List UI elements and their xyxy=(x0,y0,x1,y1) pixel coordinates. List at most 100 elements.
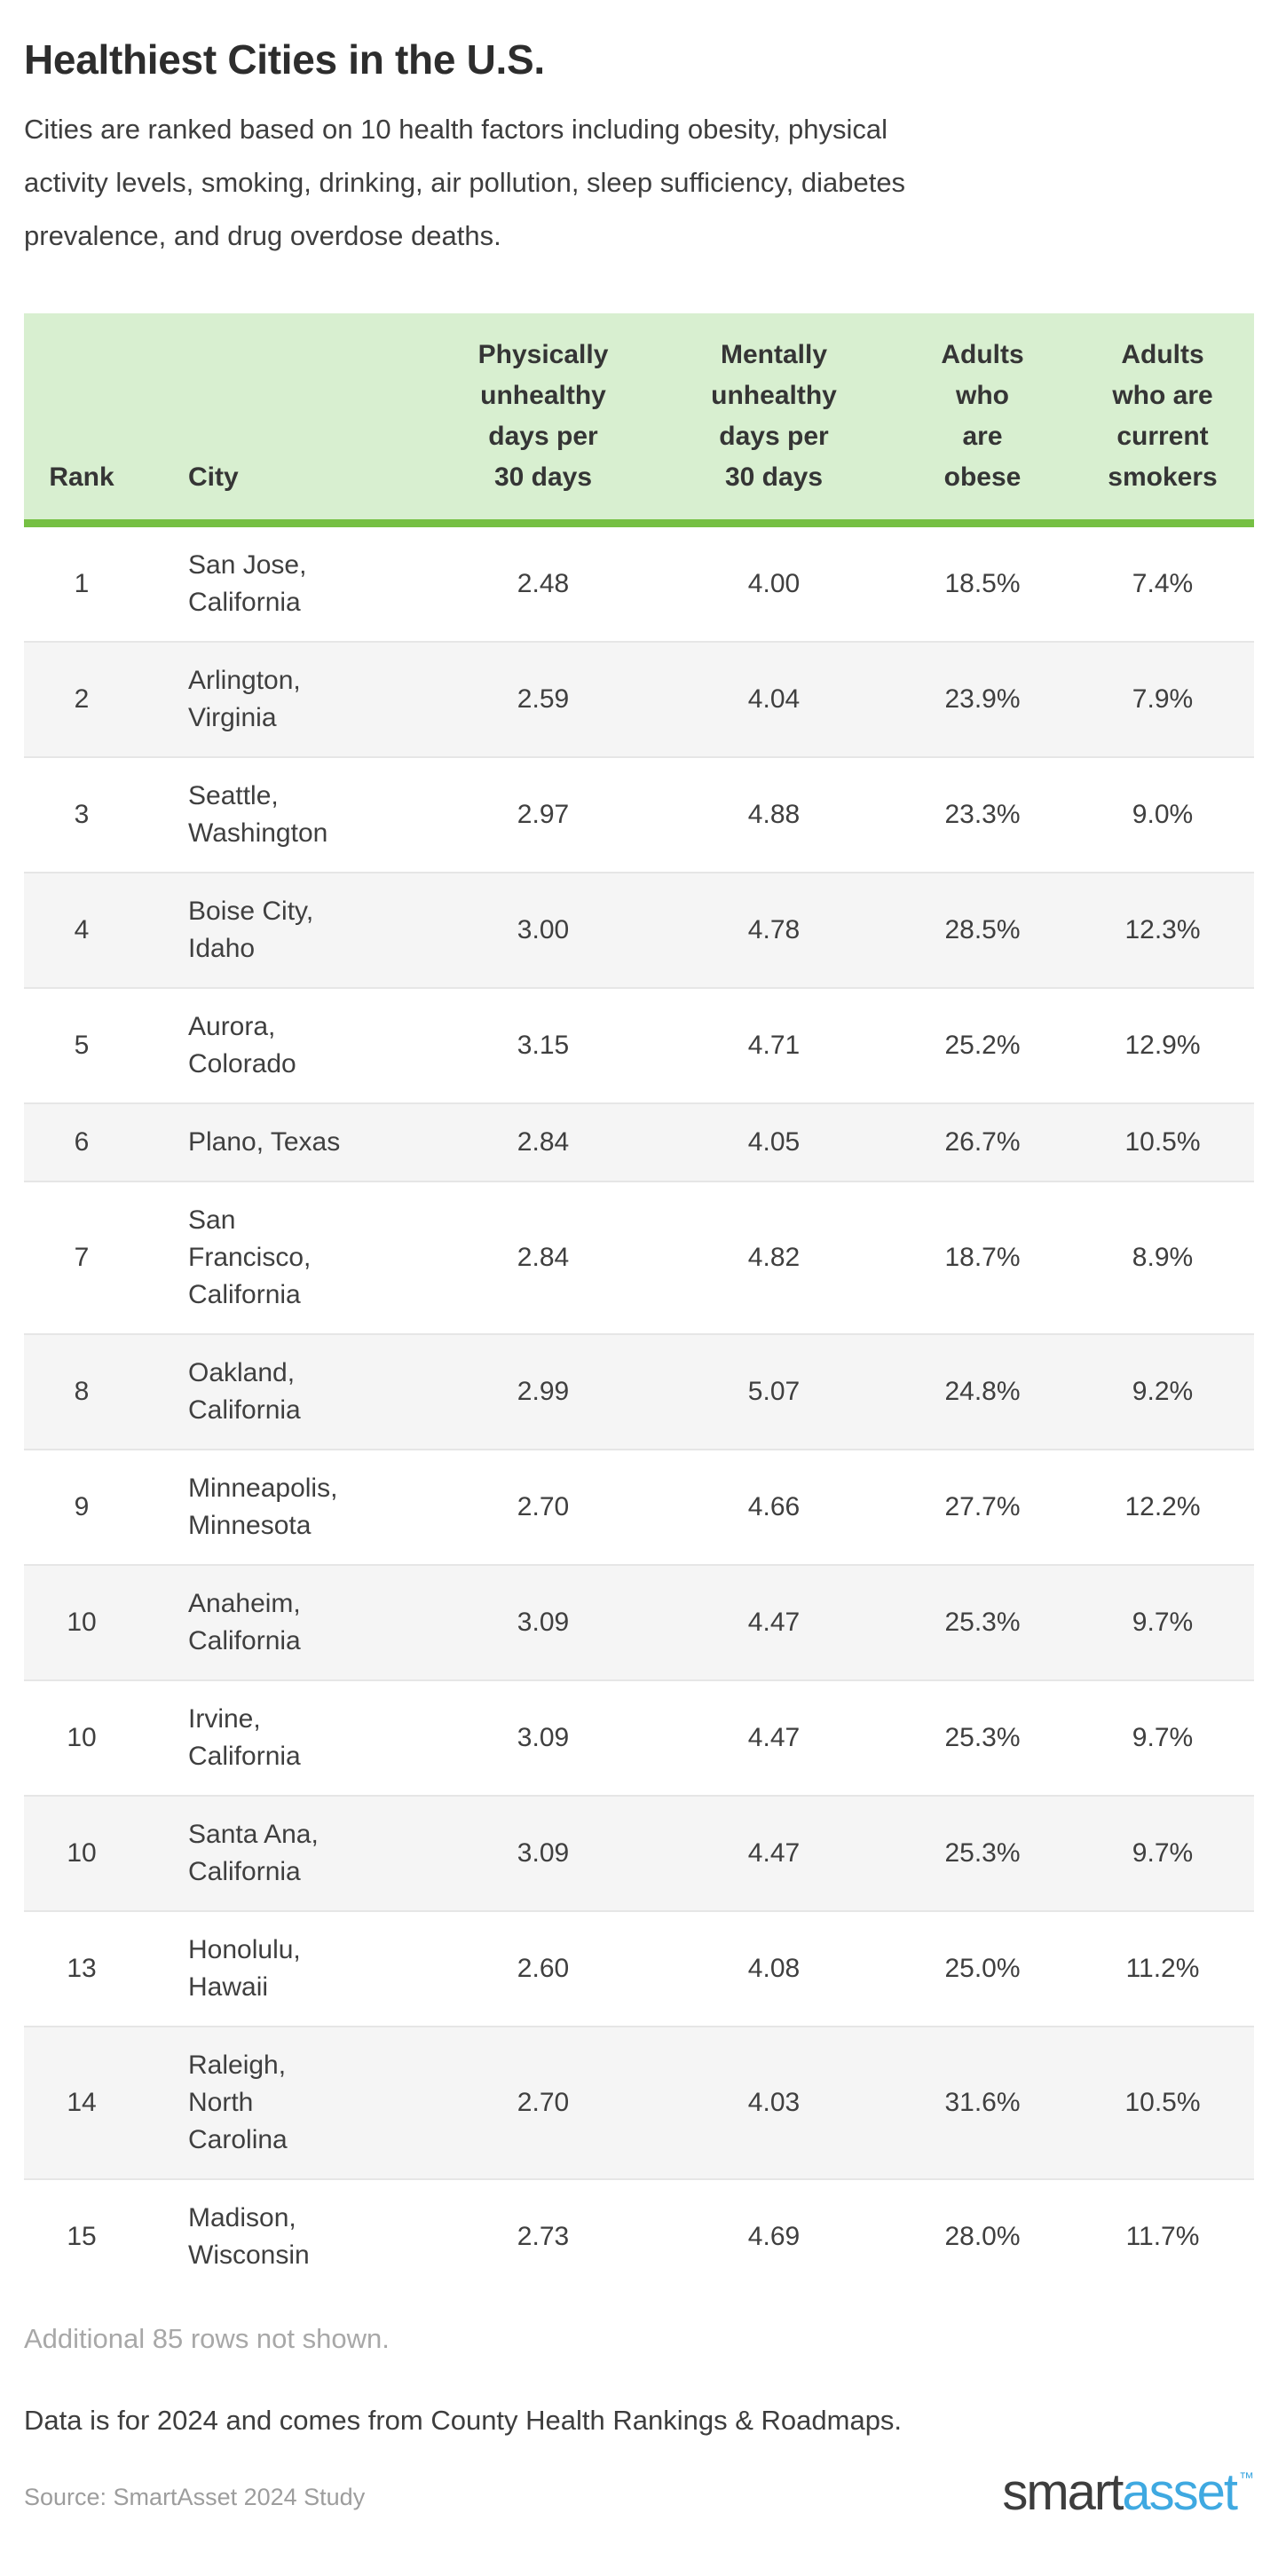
rank-cell: 6 xyxy=(74,1127,90,1157)
table-row: 1 San Jose, California 2.48 4.00 18.5% 7.4% xyxy=(24,524,1254,643)
table-row: 5 Aurora, Colorado 3.15 4.71 25.2% 12.9% xyxy=(24,988,1254,1103)
column-header-physically-unhealthy: Physically unhealthy days per 30 days xyxy=(432,313,654,524)
table-body: 1 San Jose, California 2.48 4.00 18.5% 7.4% 2 A… xyxy=(24,524,1254,2295)
rank-cell: 14 xyxy=(67,2088,97,2117)
mentally-unhealthy-days-cell: 4.82 xyxy=(747,1243,801,1272)
city-cell: Raleigh, North Carolina xyxy=(188,2051,288,2154)
physically-unhealthy-days-cell: 2.84 xyxy=(517,1127,570,1157)
physically-unhealthy-days-cell: 3.00 xyxy=(517,915,570,944)
city-cell: Oakland, California xyxy=(188,1358,301,1425)
rank-cell: 15 xyxy=(67,2222,97,2251)
mentally-unhealthy-days-cell: 4.78 xyxy=(747,915,801,944)
smartasset-logo-smart: smart xyxy=(1002,2463,1124,2521)
physically-unhealthy-days-cell: 2.99 xyxy=(517,1377,570,1406)
column-header-city: City xyxy=(139,313,432,524)
mentally-unhealthy-days-cell: 4.47 xyxy=(747,1838,801,1868)
rank-cell: 10 xyxy=(67,1838,97,1868)
adults-obese-cell: 25.3% xyxy=(944,1608,1021,1637)
rank-cell: 4 xyxy=(74,915,90,944)
adults-smokers-cell: 9.7% xyxy=(1132,1838,1194,1868)
physically-unhealthy-days-cell: 3.15 xyxy=(517,1031,570,1060)
adults-smokers-cell: 9.7% xyxy=(1132,1608,1194,1637)
adults-obese-cell: 25.2% xyxy=(944,1031,1021,1060)
table-header: Rank City Physically unhealthy days per … xyxy=(24,313,1254,524)
table-row: 14 Raleigh, North Carolina 2.70 4.03 31.6% 10… xyxy=(24,2027,1254,2179)
city-cell: San Francisco, California xyxy=(188,1205,312,1309)
mentally-unhealthy-days-cell: 4.04 xyxy=(747,684,801,714)
mentally-unhealthy-days-cell: 4.69 xyxy=(747,2222,801,2251)
adults-obese-cell: 28.5% xyxy=(944,915,1021,944)
adults-obese-cell: 23.3% xyxy=(944,800,1021,829)
page: Healthiest Cities in the U.S. Cities are… xyxy=(0,34,1278,2518)
adults-obese-cell: 31.6% xyxy=(944,2088,1021,2117)
physically-unhealthy-days-cell: 2.97 xyxy=(517,800,570,829)
physically-unhealthy-days-cell: 2.60 xyxy=(517,1954,570,1983)
adults-smokers-cell: 9.7% xyxy=(1132,1723,1194,1752)
city-cell: Seattle, Washington xyxy=(188,781,328,848)
city-cell: Aurora, Colorado xyxy=(188,1012,296,1079)
table-row: 3 Seattle, Washington 2.97 4.88 23.3% 9.0% xyxy=(24,757,1254,873)
adults-smokers-cell: 12.2% xyxy=(1124,1492,1201,1521)
table-header-row: Rank City Physically unhealthy days per … xyxy=(24,313,1254,524)
physically-unhealthy-days-cell: 3.09 xyxy=(517,1608,570,1637)
physically-unhealthy-days-cell: 3.09 xyxy=(517,1723,570,1752)
table-row: 7 San Francisco, California 2.84 4.82 18.7% 8… xyxy=(24,1181,1254,1334)
rank-cell: 3 xyxy=(74,800,90,829)
city-cell: Minneapolis, Minnesota xyxy=(188,1474,338,1540)
smartasset-logo: smartasset ™ xyxy=(1002,2467,1254,2518)
adults-smokers-cell: 9.2% xyxy=(1132,1377,1194,1406)
mentally-unhealthy-days-cell: 4.05 xyxy=(747,1127,801,1157)
mentally-unhealthy-days-cell: 4.71 xyxy=(747,1031,801,1060)
rank-cell: 1 xyxy=(74,569,90,598)
rank-cell: 10 xyxy=(67,1723,97,1752)
data-source-note: Data is for 2024 and comes from County H… xyxy=(24,2405,903,2436)
adults-smokers-cell: 12.3% xyxy=(1124,915,1201,944)
mentally-unhealthy-days-cell: 4.88 xyxy=(747,800,801,829)
adults-smokers-cell: 8.9% xyxy=(1132,1243,1194,1272)
rank-cell: 7 xyxy=(74,1243,90,1272)
additional-rows-note: Additional 85 rows not shown. xyxy=(24,2323,390,2354)
table-row: 10 Santa Ana, California 3.09 4.47 25.3% 9.7% xyxy=(24,1796,1254,1911)
table-row: 13 Honolulu, Hawaii 2.60 4.08 25.0% 11.2% xyxy=(24,1911,1254,2027)
table-row: 6 Plano, Texas 2.84 4.05 26.7% 10.5% xyxy=(24,1103,1254,1181)
healthiest-cities-table: Rank City Physically unhealthy days per … xyxy=(24,313,1254,2294)
rank-cell: 8 xyxy=(74,1377,90,1406)
table-row: 10 Irvine, California 3.09 4.47 25.3% 9.7% xyxy=(24,1680,1254,1796)
city-cell: Anaheim, California xyxy=(188,1589,301,1655)
city-cell: San Jose, California xyxy=(188,550,307,617)
adults-smokers-cell: 10.5% xyxy=(1124,2088,1201,2117)
adults-obese-cell: 23.9% xyxy=(944,684,1021,714)
source-note: Source: SmartAsset 2024 Study xyxy=(24,2484,366,2510)
column-header-adults-smokers: Adults who are current smokers xyxy=(1071,313,1254,524)
rank-cell: 10 xyxy=(67,1608,97,1637)
page-title: Healthiest Cities in the U.S. xyxy=(24,36,545,83)
page-subtitle: Cities are ranked based on 10 health fac… xyxy=(24,114,906,251)
adults-smokers-cell: 10.5% xyxy=(1124,1127,1201,1157)
physically-unhealthy-days-cell: 2.59 xyxy=(517,684,570,714)
adults-obese-cell: 18.7% xyxy=(944,1243,1021,1272)
table-row: 8 Oakland, California 2.99 5.07 24.8% 9.2% xyxy=(24,1334,1254,1450)
mentally-unhealthy-days-cell: 4.47 xyxy=(747,1723,801,1752)
city-cell: Honolulu, Hawaii xyxy=(188,1935,301,2002)
physically-unhealthy-days-cell: 3.09 xyxy=(517,1838,570,1868)
mentally-unhealthy-days-cell: 4.08 xyxy=(747,1954,801,1983)
table-row: 2 Arlington, Virginia 2.59 4.04 23.9% 7.9% xyxy=(24,642,1254,757)
adults-obese-cell: 18.5% xyxy=(944,569,1021,598)
adults-smokers-cell: 9.0% xyxy=(1132,800,1194,829)
physically-unhealthy-days-cell: 2.70 xyxy=(517,1492,570,1521)
physically-unhealthy-days-cell: 2.70 xyxy=(517,2088,570,2117)
physically-unhealthy-days-cell: 2.73 xyxy=(517,2222,570,2251)
rank-cell: 9 xyxy=(74,1492,90,1521)
adults-obese-cell: 26.7% xyxy=(944,1127,1021,1157)
smartasset-logo-asset: asset xyxy=(1122,2463,1238,2521)
city-cell: Boise City, Idaho xyxy=(188,897,314,963)
rank-cell: 5 xyxy=(74,1031,90,1060)
mentally-unhealthy-days-cell: 4.00 xyxy=(747,569,801,598)
rank-cell: 2 xyxy=(74,684,90,714)
city-cell: Irvine, California xyxy=(188,1704,301,1771)
adults-smokers-cell: 7.9% xyxy=(1132,684,1194,714)
adults-smokers-cell: 7.4% xyxy=(1132,569,1194,598)
table-row: 4 Boise City, Idaho 3.00 4.78 28.5% 12.3% xyxy=(24,873,1254,988)
physically-unhealthy-days-cell: 2.84 xyxy=(517,1243,570,1272)
trademark-symbol: ™ xyxy=(1239,2469,1254,2486)
